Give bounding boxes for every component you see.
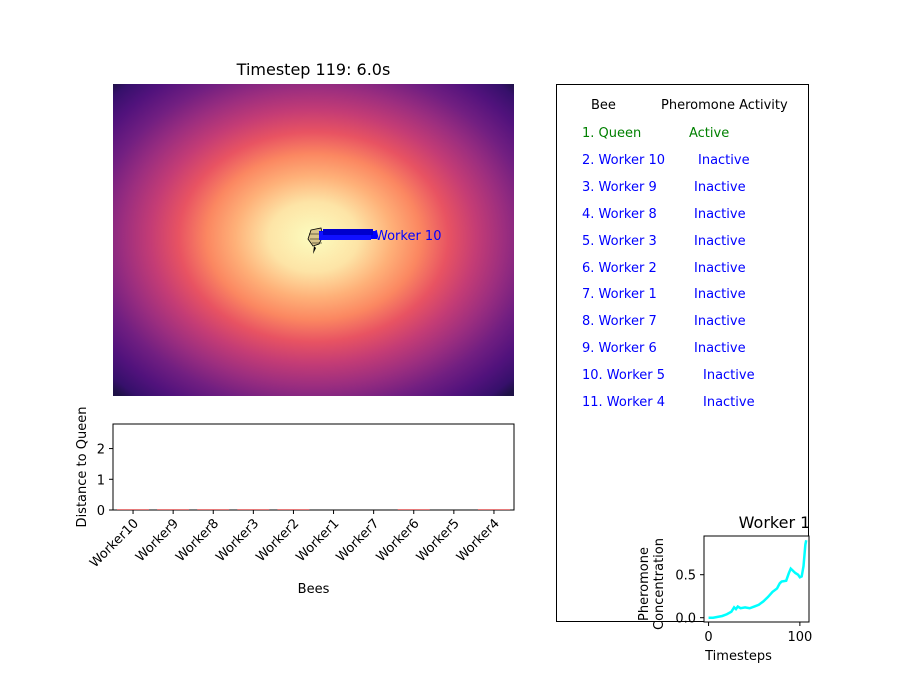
table-row-status: Inactive bbox=[694, 260, 746, 276]
x-tick-label: Worker6 bbox=[374, 516, 423, 565]
pheromone-heatmap: Worker 10 bbox=[113, 84, 514, 396]
table-row-name: 1. Queen bbox=[582, 126, 642, 141]
x-tick-label: Worker4 bbox=[454, 516, 503, 565]
table-row-status: Inactive bbox=[694, 287, 746, 303]
x-axis-label: Timesteps bbox=[704, 649, 772, 664]
x-tick-label: 100 bbox=[787, 630, 812, 645]
table-row-status: Active bbox=[689, 126, 730, 141]
pheromone-line-chart: Worker 1 0.0 0.5 0 100 Timesteps PheromoneConc… bbox=[637, 513, 812, 664]
y-tick-label: 0.0 bbox=[675, 612, 696, 627]
bar bbox=[477, 509, 510, 510]
bar bbox=[157, 509, 190, 510]
table-row-name: 7. Worker 1 bbox=[582, 287, 657, 303]
table-row-name: 3. Worker 9 bbox=[582, 179, 657, 195]
bar bbox=[117, 509, 150, 510]
table-row-name: 6. Worker 2 bbox=[582, 260, 657, 276]
pheromone-activity-panel: Bee Pheromone Activity 1. Queen Active 2. … bbox=[556, 84, 809, 622]
bar-axes-frame bbox=[112, 423, 515, 511]
table-row-status: Inactive bbox=[703, 368, 755, 384]
table-row-status: Inactive bbox=[703, 395, 755, 410]
x-tick-label: Worker2 bbox=[253, 516, 302, 565]
x-tick-label: Worker5 bbox=[414, 516, 463, 565]
y-axis-label: PheromoneConcentration bbox=[637, 538, 667, 630]
y-tick-label: 2 bbox=[97, 443, 105, 458]
x-tick-label: Worker10 bbox=[87, 516, 142, 571]
worker-arrows bbox=[319, 229, 377, 240]
table-row-status: Inactive bbox=[694, 179, 746, 195]
table-row-name: 8. Worker 7 bbox=[582, 314, 657, 330]
table-row-name: 4. Worker 8 bbox=[582, 206, 657, 222]
worker-label: Worker 10 bbox=[375, 229, 441, 244]
line-chart-title: Worker 1 bbox=[739, 513, 811, 532]
table-row-status: Inactive bbox=[694, 314, 746, 330]
table-row-name: 10. Worker 5 bbox=[582, 368, 666, 384]
line-axes-frame bbox=[703, 535, 810, 623]
table-row-name: 11. Worker 4 bbox=[582, 395, 666, 410]
table-row-status: Inactive bbox=[694, 341, 746, 357]
table-row-name: 2. Worker 10 bbox=[582, 152, 666, 168]
table-header-activity: Pheromone Activity bbox=[661, 98, 788, 113]
distance-bar-chart: 012Worker10Worker9Worker8Worker3Worker2W… bbox=[75, 407, 515, 597]
bar bbox=[397, 509, 430, 510]
x-tick-label: Worker1 bbox=[294, 516, 343, 565]
table-row-name: 5. Worker 3 bbox=[582, 233, 657, 249]
y-tick-label: 0 bbox=[97, 504, 105, 519]
y-axis-label: Distance to Queen bbox=[75, 407, 90, 528]
table-row-status: Inactive bbox=[694, 233, 746, 249]
table-row-status: Inactive bbox=[698, 152, 750, 168]
y-tick-label: 1 bbox=[97, 473, 105, 488]
table-header-bee: Bee bbox=[591, 98, 616, 113]
x-axis-label: Bees bbox=[298, 582, 330, 597]
y-tick-label: 0.5 bbox=[675, 569, 696, 584]
x-tick-label: Worker8 bbox=[173, 516, 222, 565]
x-tick-label: Worker9 bbox=[133, 516, 182, 565]
x-tick-label: Worker3 bbox=[213, 516, 262, 565]
bar bbox=[237, 509, 270, 510]
table-row-name: 9. Worker 6 bbox=[582, 341, 657, 357]
x-tick-label: 0 bbox=[704, 630, 712, 645]
bee-markers: Worker 10 bbox=[307, 227, 441, 254]
table-row-status: Inactive bbox=[694, 206, 746, 222]
x-tick-label: Worker7 bbox=[334, 516, 383, 565]
pheromone-series-line bbox=[708, 540, 808, 619]
bar bbox=[197, 509, 230, 510]
bar bbox=[277, 509, 310, 510]
heatmap-title: Timestep 119: 6.0s bbox=[236, 60, 391, 79]
